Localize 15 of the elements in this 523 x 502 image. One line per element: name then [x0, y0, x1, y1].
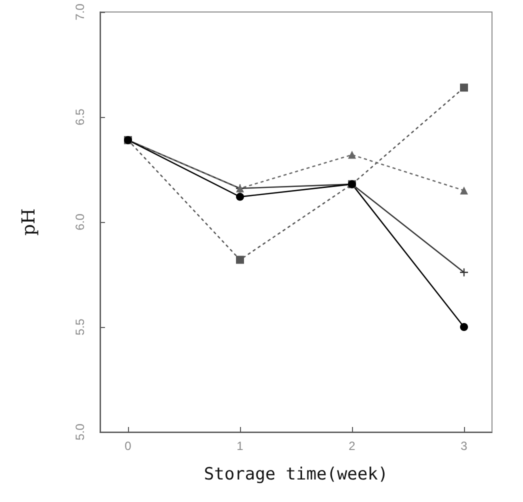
y-tick-label: 5.0 — [73, 423, 87, 440]
x-tick-label: 1 — [236, 439, 244, 453]
y-tick-label: 6.5 — [73, 108, 87, 126]
x-tick-label: 3 — [460, 439, 468, 453]
point — [236, 256, 244, 264]
y-tick-label: 6.0 — [73, 213, 87, 230]
point — [460, 323, 468, 331]
y-tick-label: 5.5 — [73, 318, 87, 336]
y-axis-title: pH — [18, 208, 40, 236]
x-axis-title: Storage time(week) — [204, 464, 388, 484]
point — [236, 192, 244, 201]
y-tick-label: 7.0 — [73, 3, 87, 20]
point — [460, 84, 468, 92]
x-tick-label: 2 — [348, 439, 356, 453]
x-tick-label: 0 — [124, 439, 132, 453]
